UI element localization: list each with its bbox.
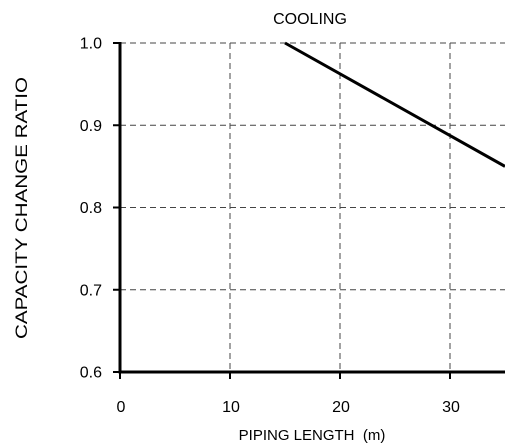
x-tick-label: 0 <box>117 399 126 416</box>
x-tick-label: 30 <box>442 399 460 416</box>
series-layer <box>284 41 505 168</box>
x-tick-label: 10 <box>222 399 240 416</box>
grid-lines <box>120 42 505 372</box>
y-axis-label: CAPACITY CHANGE RATIO <box>12 77 31 339</box>
series-line <box>284 41 505 168</box>
tick-labels: 0.6 0.7 0.8 0.9 1.0 0 10 20 30 <box>80 36 460 417</box>
x-tick-label: 20 <box>332 399 350 416</box>
y-tick-label: 0.7 <box>80 282 102 299</box>
tick-marks <box>113 42 451 379</box>
y-tick-label: 1.0 <box>80 36 102 53</box>
chart-title: COOLING <box>273 11 347 28</box>
y-tick-label: 0.6 <box>80 365 102 382</box>
y-tick-label: 0.8 <box>80 200 102 217</box>
x-axis-label: PIPING LENGTH (m) <box>239 427 386 444</box>
y-tick-label: 0.9 <box>80 118 102 135</box>
